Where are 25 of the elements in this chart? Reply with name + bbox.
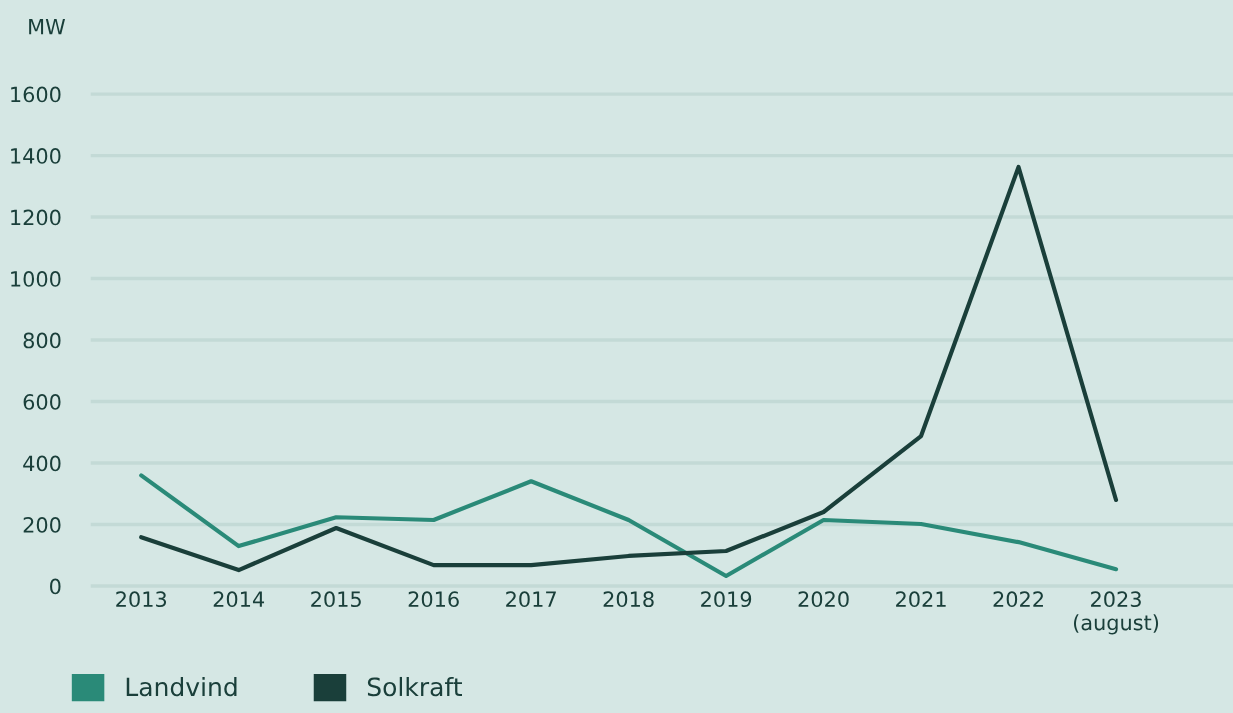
x-tick-label: 2017 — [506, 591, 556, 608]
y-tick-label: 1400 — [11, 148, 61, 164]
x-tick-label: 2021 — [896, 591, 946, 608]
y-tick-label: 0 — [50, 578, 61, 595]
x-tick-label: 2014 — [213, 591, 265, 608]
x-tick-label: 2022 — [993, 591, 1043, 608]
legend-label: Landvind — [126, 676, 237, 697]
x-tick-label: 2018 — [603, 591, 654, 608]
y-tick-label: 1000 — [11, 271, 61, 287]
y-tick-label: 1200 — [11, 209, 61, 226]
y-axis-title: MW — [29, 19, 66, 35]
y-tick-label: 200 — [23, 517, 61, 533]
line-series — [139, 473, 1119, 579]
x-tick-label: 2019 — [701, 591, 752, 608]
legend-label: Solkraft — [367, 676, 462, 697]
y-tick-label: 800 — [23, 332, 61, 349]
x-tick-label: 2015 — [311, 591, 361, 608]
x-tick-label: 2023 (august) — [1073, 591, 1159, 635]
y-tick-label: 400 — [23, 455, 61, 472]
y-tick-label: 1600 — [11, 86, 61, 103]
x-tick-label: 2013 — [116, 591, 167, 608]
x-tick-label: 2020 — [798, 591, 849, 608]
line-series — [139, 164, 1119, 573]
y-tick-label: 600 — [23, 394, 61, 410]
x-tick-label: 2016 — [408, 591, 459, 608]
